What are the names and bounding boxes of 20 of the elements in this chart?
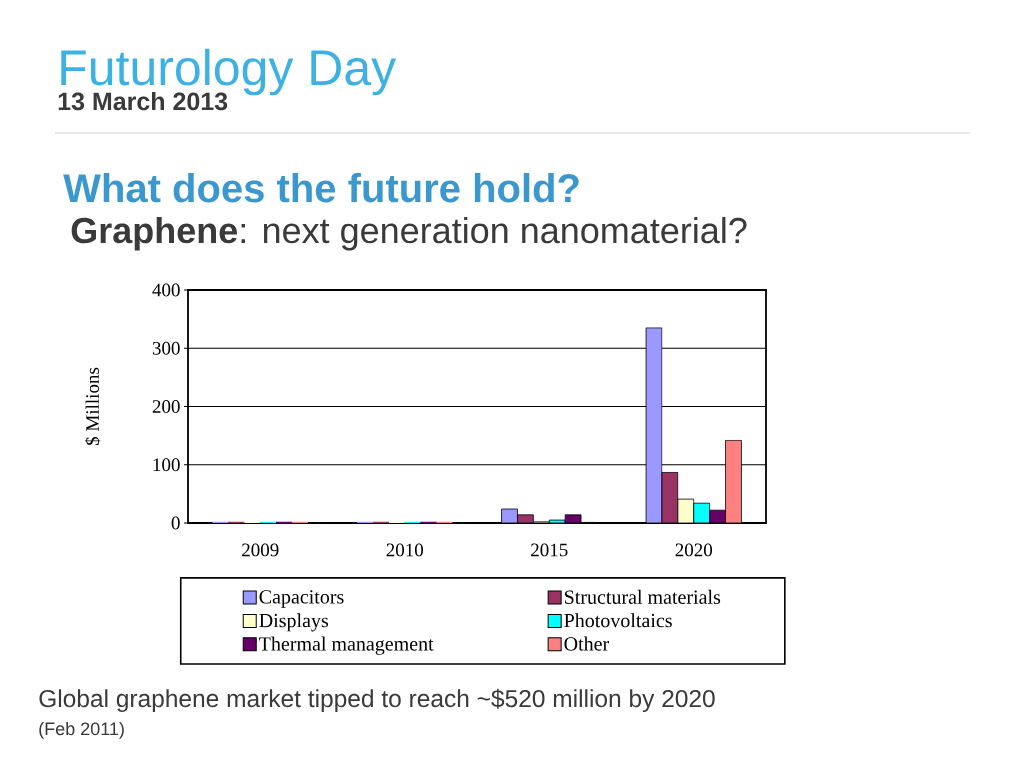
x-tick-label: 2015 [531, 543, 568, 557]
y-tick-label: 200 [152, 400, 180, 413]
legend-label: Other [564, 636, 610, 651]
y-tick-label: 400 [152, 283, 180, 297]
legend-label: Structural materials [564, 589, 721, 604]
chart-title: What does the future hold? [63, 173, 579, 203]
x-tick-label: 2010 [386, 543, 424, 557]
legend-label: Photovoltaics [564, 613, 672, 628]
y-tick-label: 300 [152, 341, 180, 355]
x-tick-label: 2009 [242, 543, 279, 557]
y-tick-label: 0 [171, 516, 180, 530]
chart-subtitle: Graphene: next generation nanomaterial? [71, 216, 747, 251]
legend-label: Capacitors [259, 590, 344, 608]
legend-label: Thermal management [259, 636, 434, 655]
y-axis-title: $ Millions [85, 367, 101, 446]
x-tick-label: 2020 [675, 543, 713, 557]
text: Global graphene market tipped to reach ~$520 million by 2020 [39, 688, 715, 713]
y-tick-label: 100 [153, 458, 180, 472]
text: (Feb 2011) [39, 721, 124, 739]
legend-label: Displays [259, 613, 329, 632]
